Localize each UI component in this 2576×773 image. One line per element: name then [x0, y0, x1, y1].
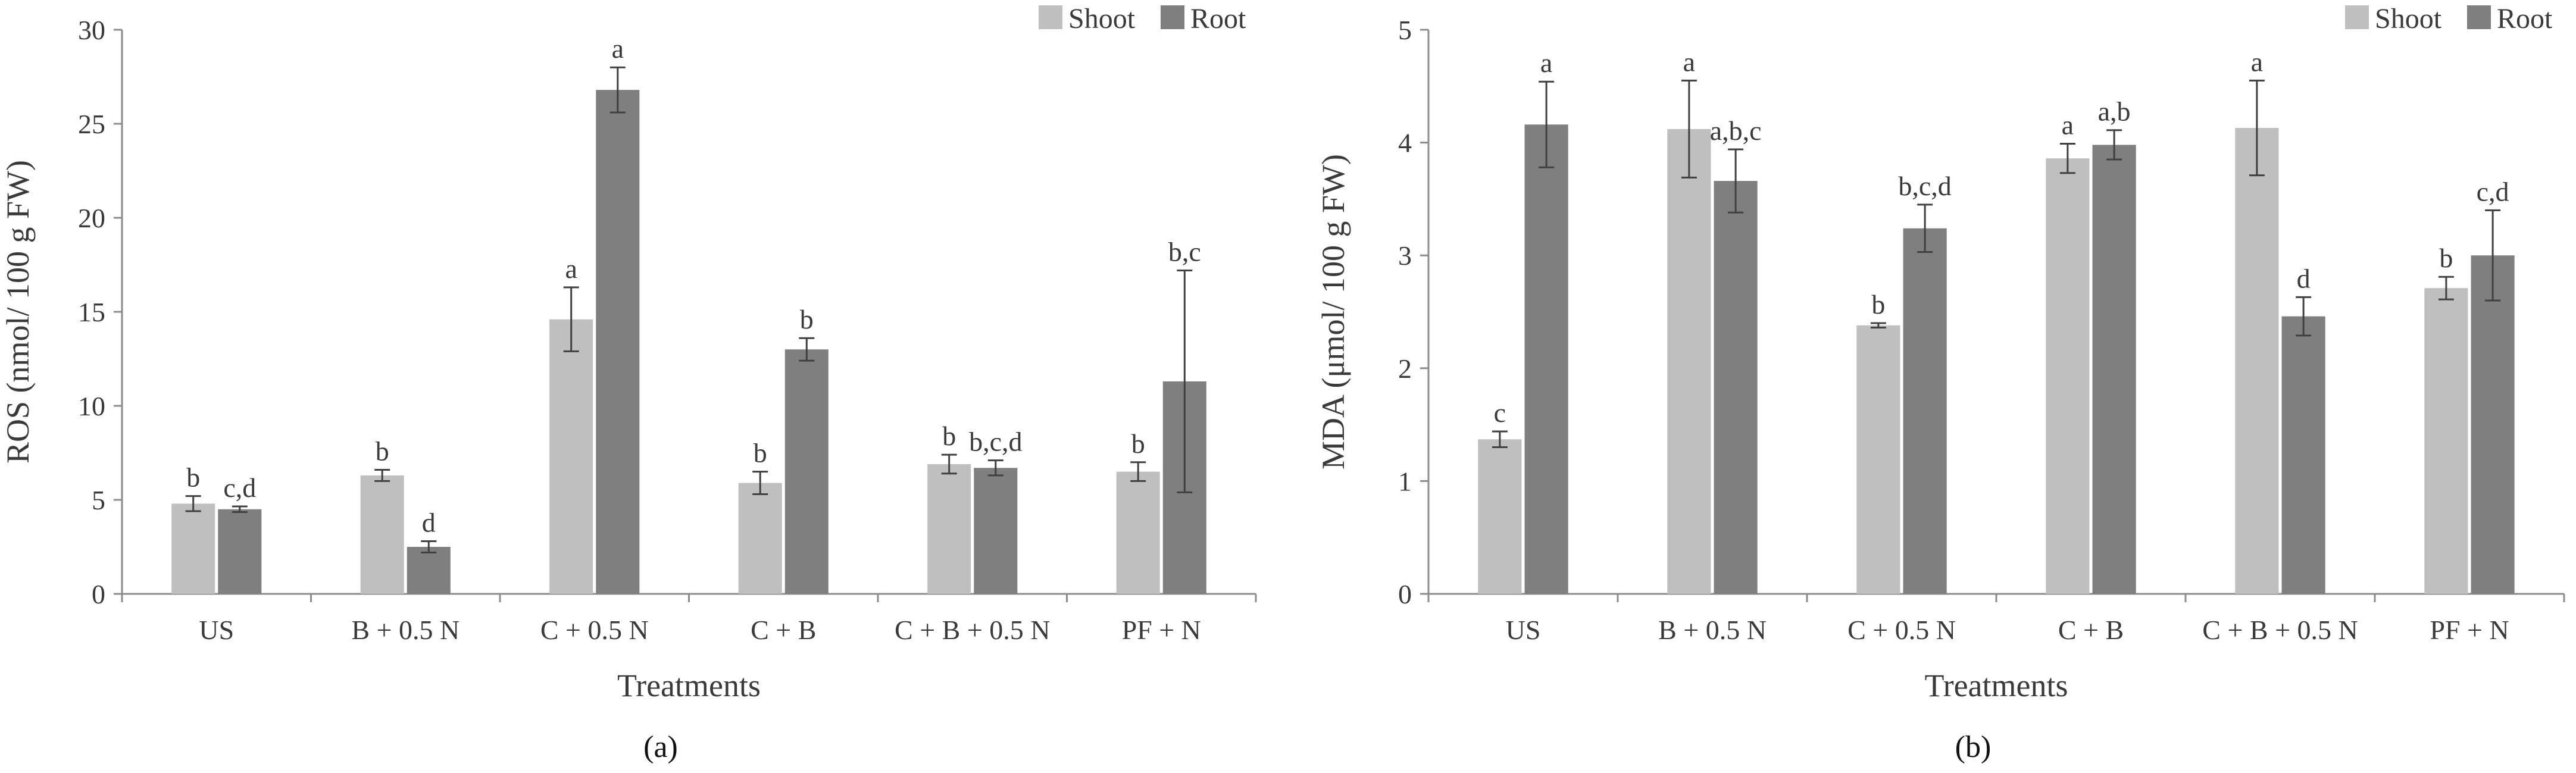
bar-shoot	[1856, 325, 1900, 594]
bar-root	[596, 90, 640, 594]
y-tick-label: 4	[1398, 128, 1412, 158]
y-tick-label: 30	[78, 15, 105, 45]
legend-swatch-shoot	[1039, 5, 1062, 29]
significance-label: b	[800, 304, 814, 334]
bar-root	[2281, 316, 2325, 594]
significance-label: b	[186, 462, 200, 493]
bar-shoot	[360, 475, 404, 594]
bar-shoot	[2424, 288, 2468, 594]
y-axis-title: MDA (μmol/ 100 g FW)	[1315, 154, 1351, 470]
significance-label: d	[2297, 263, 2311, 293]
panel-label: (b)	[1955, 730, 1992, 764]
bar-shoot	[1667, 129, 1711, 594]
x-tick-label: C + 0.5 N	[1847, 615, 1956, 645]
x-tick-label: PF + N	[2430, 615, 2509, 645]
significance-label: a	[612, 33, 624, 64]
bar-shoot	[738, 483, 782, 594]
legend-swatch-shoot	[2345, 5, 2369, 29]
bar-shoot	[549, 319, 593, 594]
legend-label-root: Root	[2497, 3, 2553, 35]
bar-root	[784, 349, 829, 594]
x-axis-title: Treatments	[617, 668, 761, 703]
significance-label: b,c	[1168, 236, 1201, 267]
bar-shoot	[171, 503, 215, 594]
bar-shoot	[1116, 471, 1160, 594]
significance-label: a	[2251, 46, 2263, 77]
panel-label: (a)	[643, 730, 678, 764]
x-tick-label: US	[199, 615, 234, 645]
y-tick-label: 20	[78, 203, 105, 233]
y-tick-label: 0	[1398, 579, 1412, 609]
bar-root	[2471, 255, 2515, 594]
significance-label: a	[2062, 109, 2074, 140]
legend-swatch-root	[1161, 5, 1184, 29]
significance-label: d	[422, 508, 436, 538]
significance-label: c	[1494, 398, 1506, 428]
significance-label: b,c,d	[1898, 171, 1951, 201]
y-tick-label: 0	[92, 579, 105, 609]
x-axis-title: Treatments	[1925, 668, 2068, 703]
significance-label: a	[1683, 46, 1695, 77]
significance-label: b	[376, 436, 389, 466]
significance-label: a	[1540, 48, 1552, 78]
y-tick-label: 2	[1398, 353, 1412, 384]
bar-root	[1524, 124, 1568, 594]
x-tick-label: C + B + 0.5 N	[895, 615, 1050, 645]
x-tick-label: C + B + 0.5 N	[2202, 615, 2358, 645]
significance-label: b	[1131, 428, 1145, 459]
x-tick-label: C + 0.5 N	[540, 615, 649, 645]
significance-label: b,c,d	[969, 427, 1022, 457]
y-tick-label: 1	[1398, 466, 1412, 496]
y-axis-title: ROS (nmol/ 100 g FW)	[0, 160, 36, 464]
panel-b-chart: 0 1 2 3 4 5 US B + 0.5 N C + 0.5 N C + B C + B + 0…	[1315, 3, 2565, 764]
significance-label: a	[565, 254, 577, 284]
bar-root	[2092, 145, 2136, 594]
legend-label-root: Root	[1190, 3, 1246, 35]
x-tick-label: PF + N	[1122, 615, 1201, 645]
x-tick-label: B + 0.5 N	[1658, 615, 1767, 645]
y-tick-label: 5	[1398, 15, 1412, 45]
x-tick-label: C + B	[2058, 615, 2124, 645]
significance-label: a,b,c	[1710, 115, 1762, 146]
significance-label: c,d	[2477, 176, 2509, 206]
bar-root	[1903, 228, 1947, 594]
x-tick-label: US	[1506, 615, 1541, 645]
y-tick-label: 25	[78, 109, 105, 139]
bar-shoot	[2235, 127, 2279, 594]
legend-label-shoot: Shoot	[1068, 3, 1136, 35]
significance-label: b	[2439, 243, 2453, 273]
significance-label: b	[942, 421, 956, 451]
x-tick-label: C + B	[751, 615, 816, 645]
bar-root	[1714, 181, 1758, 594]
bar-shoot	[2046, 158, 2090, 594]
bar-shoot	[1478, 439, 1522, 594]
y-tick-label: 3	[1398, 240, 1412, 271]
x-tick-label: B + 0.5 N	[351, 615, 459, 645]
bar-root	[218, 509, 262, 594]
significance-label: a,b	[2098, 96, 2131, 127]
bar-root	[407, 547, 451, 594]
legend-swatch-root	[2467, 5, 2491, 29]
panel-a-chart: 0 5 10 15 20 25 30 US B + 0.5 N C + 0.5 N C + B C +…	[0, 3, 1257, 764]
bar-shoot	[927, 464, 971, 594]
y-tick-label: 5	[92, 485, 105, 515]
y-tick-label: 15	[78, 297, 105, 327]
legend-label-shoot: Shoot	[2375, 3, 2442, 35]
significance-label: b	[754, 438, 767, 468]
significance-label: b	[1871, 289, 1885, 320]
significance-label: c,d	[223, 472, 256, 503]
bar-root	[974, 468, 1018, 594]
y-tick-label: 10	[78, 391, 105, 421]
